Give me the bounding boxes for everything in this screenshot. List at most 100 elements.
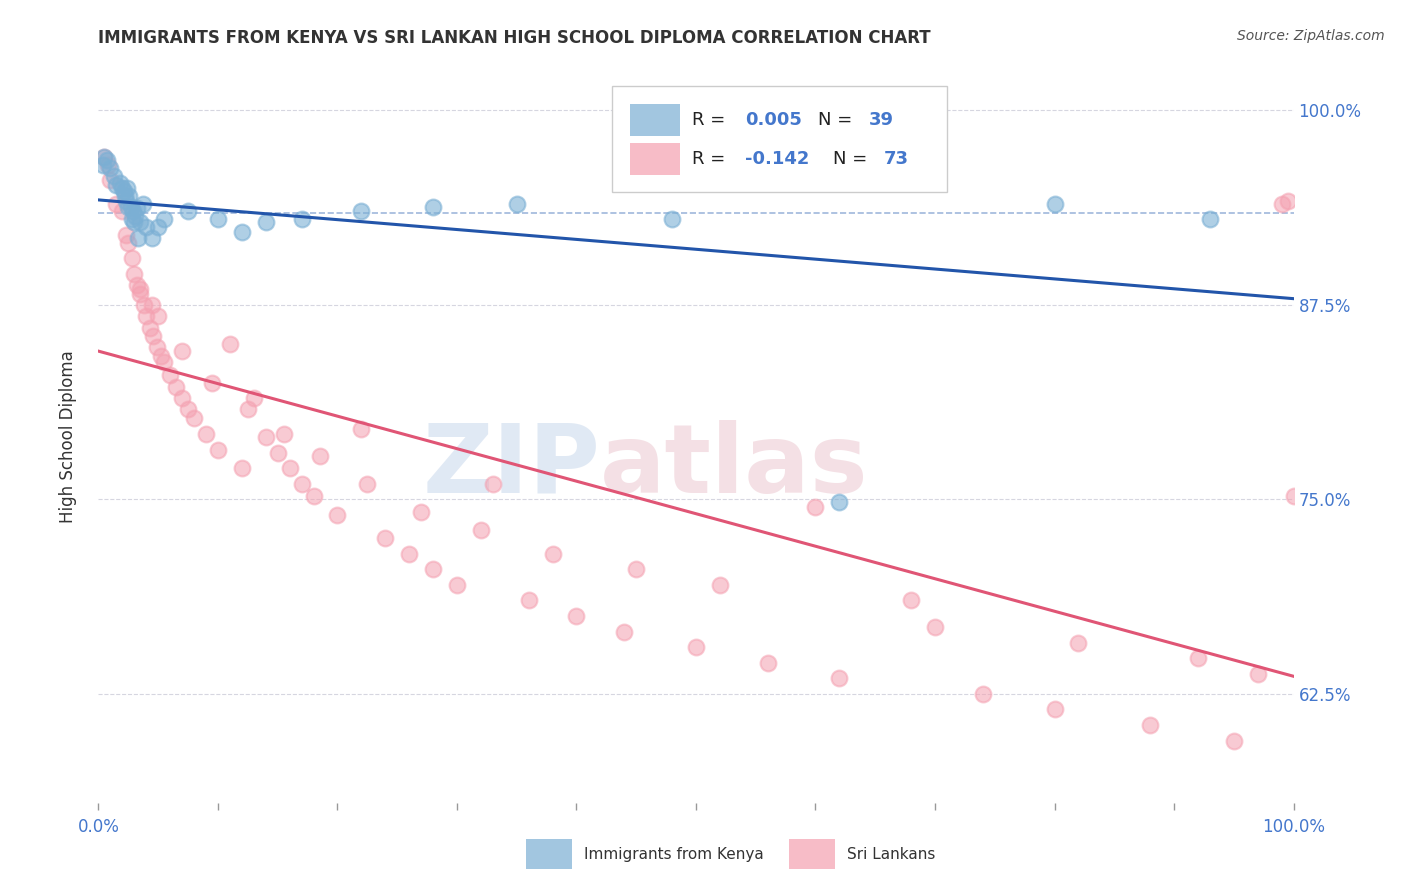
Point <box>1043 702 1066 716</box>
Point <box>141 231 163 245</box>
Point <box>828 671 851 685</box>
Point <box>124 267 146 281</box>
Point <box>148 219 170 234</box>
Point <box>93 150 115 164</box>
Point <box>326 508 349 522</box>
Text: N =: N = <box>834 150 873 168</box>
Point <box>121 251 143 265</box>
Point <box>141 298 163 312</box>
Point <box>243 391 266 405</box>
Point <box>177 402 200 417</box>
Text: ZIP: ZIP <box>422 420 600 513</box>
Point <box>129 282 152 296</box>
Point <box>398 547 420 561</box>
Point <box>565 609 588 624</box>
Point <box>97 158 120 172</box>
FancyBboxPatch shape <box>630 143 681 175</box>
Point <box>350 422 373 436</box>
Text: IMMIGRANTS FROM KENYA VS SRI LANKAN HIGH SCHOOL DIPLOMA CORRELATION CHART: IMMIGRANTS FROM KENYA VS SRI LANKAN HIGH… <box>98 29 931 46</box>
Point <box>207 212 229 227</box>
Point <box>626 562 648 576</box>
Point <box>291 476 314 491</box>
Point <box>709 578 731 592</box>
Point <box>125 277 148 292</box>
Point <box>122 204 145 219</box>
Point <box>115 181 138 195</box>
Point <box>900 593 922 607</box>
Point <box>124 209 146 223</box>
Point <box>165 380 187 394</box>
Point <box>236 402 259 417</box>
Point <box>356 476 378 491</box>
Point <box>149 349 172 363</box>
Point <box>411 505 433 519</box>
Point <box>148 309 170 323</box>
Point <box>828 495 851 509</box>
Point <box>291 212 314 227</box>
Point <box>470 524 492 538</box>
Text: R =: R = <box>692 112 731 129</box>
Point <box>108 177 131 191</box>
Point <box>153 212 176 227</box>
Point <box>273 427 295 442</box>
Y-axis label: High School Diploma: High School Diploma <box>59 351 77 524</box>
Point <box>1187 651 1209 665</box>
Point <box>132 298 155 312</box>
Point <box>135 309 157 323</box>
Point <box>254 430 277 444</box>
Point <box>613 624 636 639</box>
Point <box>254 215 277 229</box>
Point <box>93 150 115 164</box>
Point <box>115 227 138 242</box>
Point <box>91 158 114 172</box>
Point <box>117 200 139 214</box>
Point <box>517 593 540 607</box>
Point <box>506 196 529 211</box>
Point <box>120 200 142 214</box>
Point <box>685 640 707 655</box>
Point <box>121 212 143 227</box>
Point <box>1271 196 1294 211</box>
Point <box>231 461 253 475</box>
Point <box>1139 718 1161 732</box>
Point <box>172 391 194 405</box>
Point <box>172 344 194 359</box>
Point <box>446 578 468 592</box>
Point <box>302 489 325 503</box>
Point <box>422 200 444 214</box>
Point <box>482 476 505 491</box>
FancyBboxPatch shape <box>526 838 572 870</box>
Point <box>127 231 149 245</box>
Point <box>267 445 290 459</box>
Point <box>661 212 683 227</box>
Text: 39: 39 <box>869 112 894 129</box>
Point <box>125 202 148 216</box>
Point <box>153 355 176 369</box>
Point <box>804 500 827 515</box>
Point <box>541 547 564 561</box>
Point <box>105 178 128 192</box>
Point <box>207 442 229 457</box>
Point <box>195 427 218 442</box>
Point <box>374 531 396 545</box>
Text: N =: N = <box>818 112 858 129</box>
Point <box>924 620 946 634</box>
Text: Source: ZipAtlas.com: Source: ZipAtlas.com <box>1237 29 1385 43</box>
Point <box>201 376 224 390</box>
Text: Immigrants from Kenya: Immigrants from Kenya <box>583 847 763 862</box>
Point <box>117 235 139 250</box>
Point <box>972 687 994 701</box>
Text: Sri Lankans: Sri Lankans <box>846 847 935 862</box>
Point <box>98 173 122 187</box>
Point <box>1282 489 1305 503</box>
Point <box>1247 666 1270 681</box>
FancyBboxPatch shape <box>789 838 835 870</box>
Point <box>96 153 118 167</box>
Point <box>278 461 301 475</box>
Point <box>183 411 205 425</box>
Point <box>131 196 153 211</box>
Point <box>98 161 122 175</box>
Point <box>1223 733 1246 747</box>
Point <box>350 204 373 219</box>
Point <box>129 286 152 301</box>
